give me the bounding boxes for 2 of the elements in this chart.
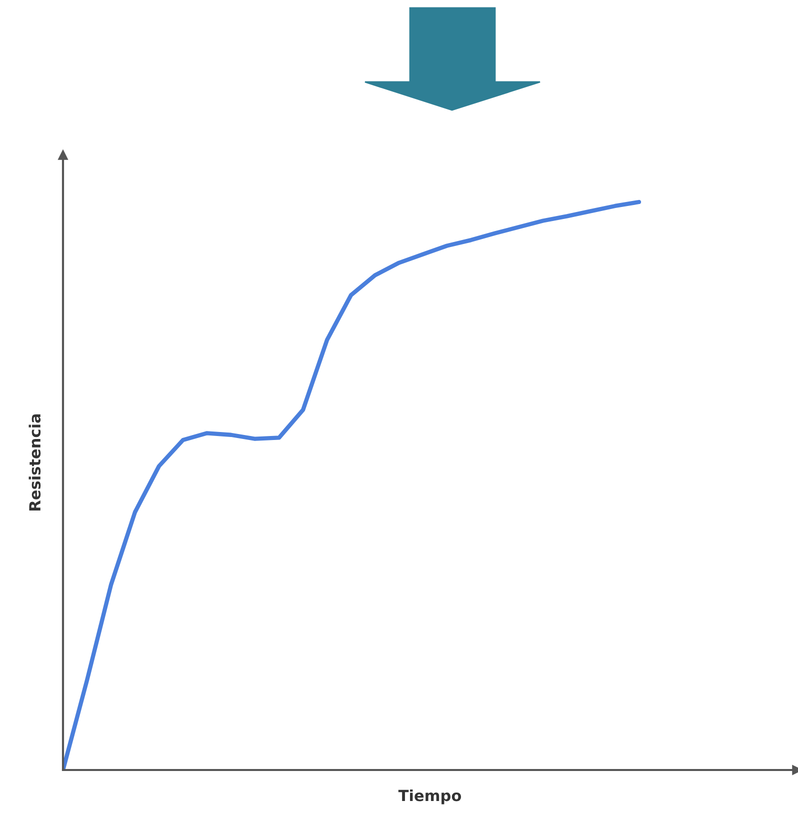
y-axis-title: Resistencia: [28, 414, 41, 510]
x-axis-title: Tiempo: [398, 789, 462, 804]
